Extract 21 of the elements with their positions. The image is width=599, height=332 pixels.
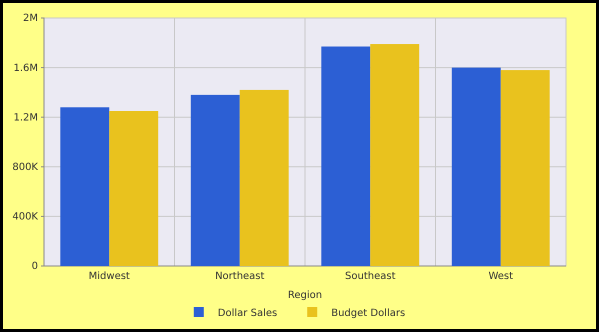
bar — [190, 94, 240, 266]
bar — [370, 44, 420, 266]
bar — [60, 107, 110, 266]
bar — [240, 90, 289, 266]
x-tick-label: West — [488, 271, 514, 282]
x-tick-label: Northeast — [215, 271, 265, 282]
x-axis-title: Region — [288, 290, 322, 301]
bar — [321, 46, 370, 266]
bar — [452, 68, 501, 266]
legend-label: Budget Dollars — [331, 308, 406, 319]
bar — [109, 111, 158, 266]
bar — [500, 70, 550, 266]
y-tick-label: 0 — [32, 261, 38, 272]
y-tick-label: 2M — [23, 13, 38, 24]
y-tick-label: 1.6M — [13, 62, 38, 74]
y-tick-label: 400K — [12, 212, 38, 223]
legend-label: Dollar Sales — [218, 308, 278, 319]
y-tick-label: 1.2M — [13, 112, 38, 124]
y-tick-label: 800K — [12, 162, 38, 173]
x-tick-label: Southeast — [345, 271, 396, 282]
x-tick-label: Midwest — [88, 271, 130, 282]
